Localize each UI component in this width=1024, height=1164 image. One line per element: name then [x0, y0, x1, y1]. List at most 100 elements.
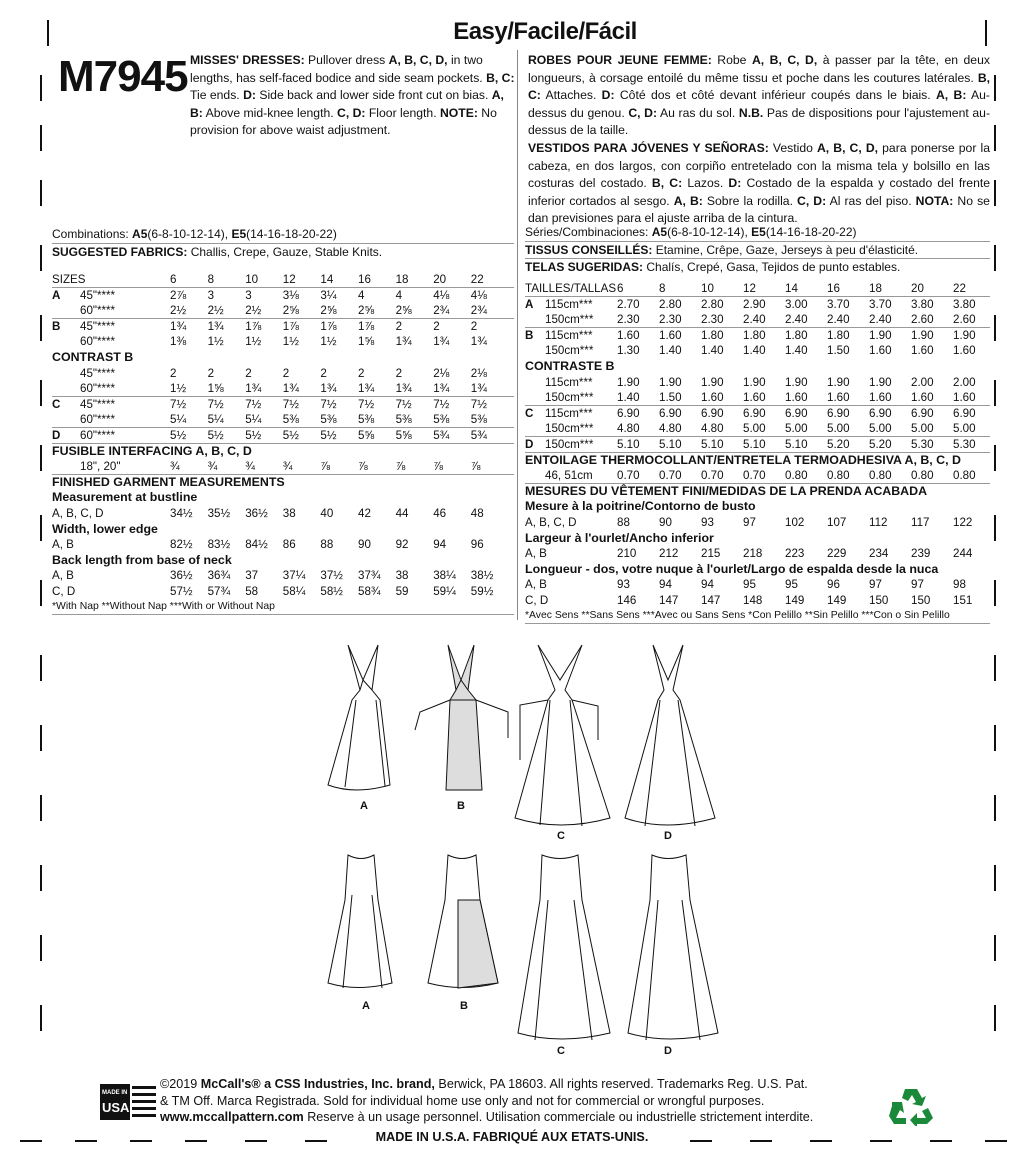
cell-value: 7½ — [433, 397, 450, 411]
cell-value: 5¾ — [470, 428, 487, 442]
cell-value: 223 — [785, 547, 805, 561]
cell-value: 7½ — [245, 397, 262, 411]
cell-value: 1.80 — [701, 328, 724, 342]
row-label: TAILLES/TALLAS — [525, 282, 617, 295]
cell-value: 1⅞ — [358, 319, 375, 333]
cell-value: 1⅞ — [282, 319, 299, 333]
cell-value: 83½ — [207, 538, 231, 552]
cell-value: 2 — [320, 366, 327, 380]
cell-value: 0.80 — [869, 469, 892, 483]
cell-value: 2½ — [207, 304, 224, 318]
cell-value: 6.90 — [701, 406, 724, 420]
drawing-back-c — [517, 854, 611, 1041]
fabric-width: 45"**** — [80, 319, 116, 333]
table-row: 60"**** 1⅜ 1½ 1½ 1½ 1½ 1⅝ 1¾ 1¾ 1¾ — [52, 334, 514, 350]
suggested-fabrics: SUGGESTED FABRICS: Challis, Crepe, Gauze… — [52, 245, 383, 259]
cell-value: 1.80 — [785, 328, 808, 342]
cell-value: 2.40 — [743, 313, 766, 327]
row-label: D — [52, 428, 61, 442]
cell-value: 0.80 — [953, 469, 976, 483]
cell-value: 1¾ — [320, 382, 337, 396]
cell-value: 59¼ — [433, 584, 456, 598]
section-heading: CONTRASTE B — [525, 358, 615, 373]
cell-value: 2.30 — [617, 313, 640, 327]
cell-value: 0.70 — [617, 469, 640, 483]
cell-value: 1.40 — [701, 344, 724, 358]
cell-value: 2.70 — [617, 297, 640, 311]
cell-value: 1.90 — [785, 375, 808, 389]
cell-value: 3.80 — [911, 297, 934, 311]
label-back-b: B — [460, 1000, 468, 1012]
cell-value: 5⅜ — [358, 413, 375, 427]
cell-value: 44 — [395, 506, 409, 520]
drawing-front-a — [327, 644, 391, 791]
cell-value: 1.90 — [911, 328, 934, 342]
right-fabric-info: Séries/Combinaciones: A5(6-8-10-12-14), … — [525, 224, 990, 276]
cell-value: 7½ — [282, 397, 299, 411]
cell-value: 5.10 — [617, 437, 640, 451]
cell-value: ⅞ — [470, 460, 481, 474]
cell-value: 5½ — [282, 428, 299, 442]
cell-value: ⅞ — [433, 460, 443, 474]
cell-value: 5.00 — [785, 422, 808, 436]
combinations-fr-es: Séries/Combinaciones: A5(6-8-10-12-14), … — [525, 224, 990, 242]
table-row: CONTRASTE B — [525, 359, 990, 375]
cell-value: 96 — [470, 538, 484, 552]
cell-value: 22 — [470, 273, 484, 286]
cell-value: 5⅝ — [395, 428, 412, 442]
row-label: C, D — [52, 584, 76, 598]
cell-value: 94 — [433, 538, 447, 552]
cell-value: 1.40 — [743, 344, 766, 358]
cell-value: 2⅛ — [470, 366, 487, 380]
cell-value: 59 — [395, 584, 409, 598]
cell-value: 82½ — [170, 538, 193, 552]
cell-value: 4.80 — [617, 422, 640, 436]
cell-value: 5.10 — [785, 437, 808, 451]
website-link[interactable]: www.mccallpattern.com — [160, 1110, 304, 1124]
cell-value: 5.20 — [869, 437, 892, 451]
cell-value: 38 — [282, 506, 296, 520]
cell-value: 34½ — [170, 506, 193, 520]
cell-value: 3.00 — [785, 297, 808, 311]
label-back-c: C — [557, 1045, 565, 1057]
cell-value: 5¼ — [245, 413, 262, 427]
cell-value: 117 — [911, 515, 930, 529]
cell-value: 1.90 — [953, 328, 976, 342]
table-row: 150cm*** 1.30 1.40 1.40 1.40 1.40 1.50 1.60 1.60… — [525, 343, 990, 359]
cell-value: 38¼ — [433, 569, 456, 583]
cell-value: 5½ — [207, 428, 224, 442]
cell-value: 4.80 — [701, 422, 724, 436]
description-french-spanish: ROBES POUR JEUNE FEMME: Robe A, B, C, D,… — [528, 52, 990, 228]
cell-value: 1⅞ — [320, 319, 337, 333]
cell-value: 7½ — [470, 397, 487, 411]
cell-value: ⅞ — [395, 460, 406, 474]
cell-value: 4⅛ — [470, 288, 487, 302]
cell-value: 244 — [953, 547, 973, 561]
fabric-width: 115cm*** — [545, 406, 593, 420]
cell-value: 5½ — [245, 428, 262, 442]
cell-value: 5½ — [170, 428, 187, 442]
cell-value: 1.50 — [659, 391, 682, 405]
cell-value: 2.40 — [869, 313, 892, 327]
pattern-number: M7945 — [58, 52, 189, 101]
row-label: B — [525, 328, 534, 342]
cell-value: 122 — [953, 515, 973, 529]
cell-value: 5¼ — [207, 413, 224, 427]
cell-value: 58 — [245, 584, 259, 598]
cell-value: 38 — [395, 569, 409, 583]
cell-value: 58½ — [320, 584, 343, 598]
cell-value: 1.60 — [743, 391, 766, 405]
footnote: *With Nap **Without Nap ***With or Witho… — [52, 601, 275, 613]
cell-value: 1.80 — [827, 328, 850, 342]
cell-value: 1.40 — [659, 344, 682, 358]
table-row: C, D 57½ 57¾ 58 58¼ 58½ 58¾ 59 59¼ 59½ — [52, 584, 514, 600]
label-front-c: C — [557, 830, 565, 842]
left-fabric-info: Combinations: A5(6-8-10-12-14), E5(14-16… — [52, 226, 514, 261]
cell-value: 1⅜ — [170, 335, 187, 349]
section-heading: Largeur à l'ourlet/Ancho inferior — [525, 530, 714, 545]
cell-value: 4 — [358, 288, 365, 302]
cell-value: 2 — [245, 366, 252, 380]
cell-value: 36½ — [245, 506, 268, 520]
cell-value: 1.90 — [659, 375, 682, 389]
row-label: C, D — [525, 593, 549, 607]
